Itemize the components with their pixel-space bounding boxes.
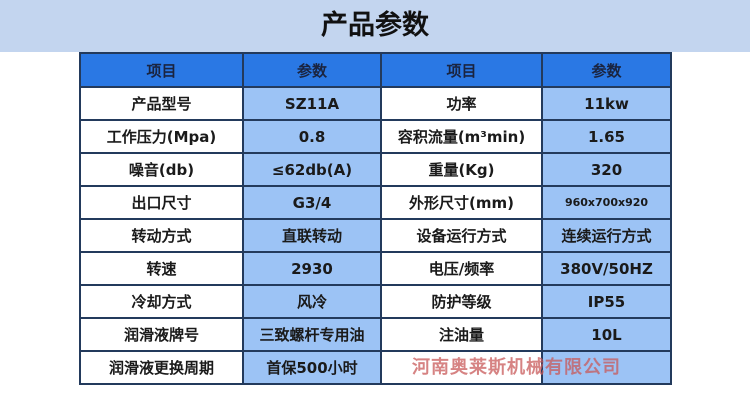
item-cell: 出口尺寸	[79, 185, 244, 220]
page-title: 产品参数	[321, 10, 429, 41]
table-header: 项目 参数 项目 参数	[79, 52, 672, 88]
value-cell: 11kw	[541, 86, 672, 121]
value-cell: SZ11A	[242, 86, 382, 121]
item-cell: 容积流量(m³min)	[380, 119, 543, 154]
table-row: 润滑液更换周期 首保500小时	[79, 350, 672, 385]
table-row: 冷却方式 风冷 防护等级 IP55	[79, 284, 672, 319]
header-cell: 项目	[79, 52, 244, 88]
value-cell: 10L	[541, 317, 672, 352]
table-row: 噪音(db) ≤62db(A) 重量(Kg) 320	[79, 152, 672, 187]
table-row: 转动方式 直联转动 设备运行方式 连续运行方式	[79, 218, 672, 253]
spec-table: 项目 参数 项目 参数 产品型号 SZ11A 功率 11kw 工作压力(Mpa) 0.8 容积流量(…	[79, 52, 672, 385]
item-cell: 转速	[79, 251, 244, 286]
header-cell: 参数	[242, 52, 382, 88]
table-row: 转速 2930 电压/频率 380V/50HZ	[79, 251, 672, 286]
item-cell: 噪音(db)	[79, 152, 244, 187]
title-band	[0, 0, 750, 52]
item-cell: 重量(Kg)	[380, 152, 543, 187]
item-cell: 产品型号	[79, 86, 244, 121]
item-cell: 工作压力(Mpa)	[79, 119, 244, 154]
value-cell: 连续运行方式	[541, 218, 672, 253]
item-cell: 注油量	[380, 317, 543, 352]
value-cell: 直联转动	[242, 218, 382, 253]
item-cell: 润滑液牌号	[79, 317, 244, 352]
item-cell: 外形尺寸(mm)	[380, 185, 543, 220]
item-cell	[380, 350, 543, 385]
header-cell: 项目	[380, 52, 543, 88]
item-cell: 防护等级	[380, 284, 543, 319]
value-cell: 960x700x920	[541, 185, 672, 220]
item-cell: 转动方式	[79, 218, 244, 253]
value-cell: 1.65	[541, 119, 672, 154]
item-cell: 功率	[380, 86, 543, 121]
item-cell: 设备运行方式	[380, 218, 543, 253]
item-cell: 润滑液更换周期	[79, 350, 244, 385]
item-cell: 电压/频率	[380, 251, 543, 286]
value-cell	[541, 350, 672, 385]
value-cell: 0.8	[242, 119, 382, 154]
value-cell: 320	[541, 152, 672, 187]
table-row: 润滑液牌号 三致螺杆专用油 注油量 10L	[79, 317, 672, 352]
value-cell: G3/4	[242, 185, 382, 220]
item-cell: 冷却方式	[79, 284, 244, 319]
watermark: 河南奥莱斯机械有限公司	[412, 357, 621, 378]
value-cell: 三致螺杆专用油	[242, 317, 382, 352]
value-cell: 380V/50HZ	[541, 251, 672, 286]
value-cell: 风冷	[242, 284, 382, 319]
value-cell: ≤62db(A)	[242, 152, 382, 187]
table-row: 工作压力(Mpa) 0.8 容积流量(m³min) 1.65	[79, 119, 672, 154]
header-cell: 参数	[541, 52, 672, 88]
value-cell: 2930	[242, 251, 382, 286]
value-cell: 首保500小时	[242, 350, 382, 385]
value-cell: IP55	[541, 284, 672, 319]
table-row: 产品型号 SZ11A 功率 11kw	[79, 86, 672, 121]
table-row: 出口尺寸 G3/4 外形尺寸(mm) 960x700x920	[79, 185, 672, 220]
